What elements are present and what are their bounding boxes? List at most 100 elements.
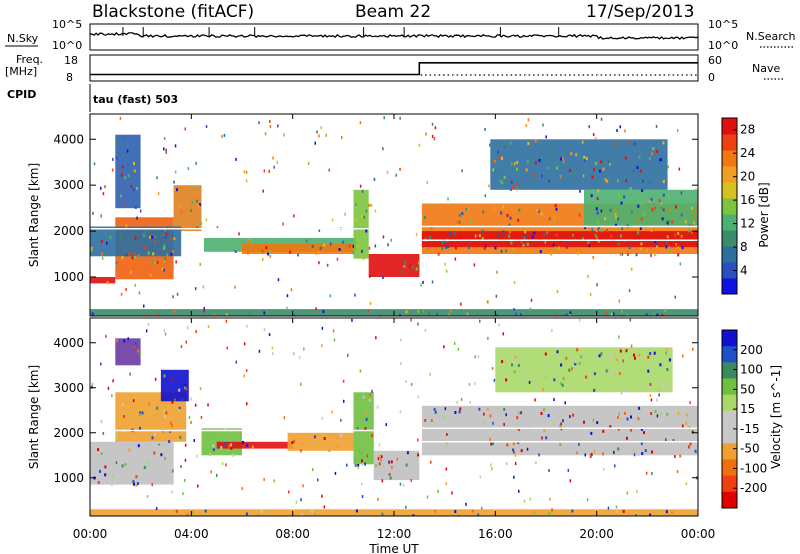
scatter-cell [525, 168, 528, 172]
scatter-cell [415, 233, 418, 237]
scatter-cell [602, 167, 605, 171]
scatter-cell [540, 412, 543, 415]
scatter-cell [361, 214, 363, 218]
scatter-cell [638, 353, 641, 357]
scatter-cell [180, 465, 182, 468]
scatter-cell [382, 235, 385, 239]
colorbar-frame [721, 329, 738, 509]
scatter-cell [465, 502, 467, 506]
scatter-cell [203, 309, 205, 313]
scatter-cell [436, 313, 438, 316]
scatter-cell [625, 436, 628, 440]
colorbar-tick-label: 24 [740, 146, 755, 160]
scatter-cell [548, 469, 550, 473]
velocity-y-tick: 3000 [53, 381, 84, 395]
scatter-cell [269, 250, 272, 254]
scatter-cell [130, 185, 133, 189]
colorbar-segment [722, 394, 737, 412]
power-y-tick: 3000 [53, 178, 84, 192]
scatter-cell [434, 126, 437, 130]
scatter-cell [667, 220, 670, 224]
scatter-cell [666, 368, 669, 371]
scatter-cell [378, 443, 381, 447]
scatter-cell [128, 448, 131, 452]
scatter-cell [406, 451, 409, 455]
scatter-cell [593, 372, 596, 376]
scatter-cell [262, 189, 264, 193]
scatter-cell [562, 377, 565, 380]
scatter-cell [405, 505, 407, 509]
scatter-cell [245, 179, 248, 183]
scatter-cell [549, 497, 551, 501]
scatter-cell [592, 449, 594, 452]
scatter-cell [556, 166, 559, 170]
scatter-cell [513, 475, 515, 479]
scatter-cell [405, 463, 408, 467]
scatter-cell [178, 409, 181, 412]
scatter-cell [374, 209, 377, 213]
scatter-cell [410, 479, 412, 482]
scatter-cell [143, 466, 146, 469]
scatter-cell [172, 295, 174, 299]
scatter-cell [658, 199, 661, 203]
scatter-cell [230, 446, 233, 450]
scatter-cell [311, 244, 314, 248]
scatter-cell [517, 218, 520, 222]
scatter-cell [551, 329, 553, 332]
scatter-cell [618, 335, 620, 339]
scatter-cell [478, 234, 481, 238]
scatter-cell [268, 169, 270, 173]
scatter-cell [147, 461, 150, 465]
scatter-cell [264, 132, 267, 136]
scatter-cell [616, 370, 618, 374]
scatter-cell [200, 221, 203, 225]
scatter-cell [156, 406, 159, 410]
scatter-cell [139, 265, 142, 269]
scatter-cell [661, 407, 664, 411]
scatter-cell [139, 209, 142, 213]
colorbar-segment [722, 346, 737, 363]
scatter-cell [151, 464, 154, 468]
scatter-cell [565, 313, 568, 316]
scatter-cell [133, 255, 136, 259]
scatter-cell [293, 352, 295, 356]
scatter-cell [587, 274, 589, 278]
scatter-cell [479, 319, 481, 323]
scatter-cell [617, 217, 619, 221]
scatter-cell [173, 398, 176, 402]
scatter-cell [90, 248, 93, 252]
scatter-cell [610, 371, 613, 375]
scatter-cell [665, 245, 668, 249]
scatter-cell [665, 220, 668, 224]
colorbar-segment [722, 246, 737, 263]
scatter-cell [115, 461, 118, 465]
scatter-cell [290, 288, 293, 292]
scatter-cell [639, 227, 642, 231]
scatter-cell [582, 237, 585, 241]
freq-line [90, 62, 698, 76]
scatter-cell [379, 454, 381, 458]
scatter-cell [173, 237, 176, 241]
scatter-cell [123, 201, 126, 205]
scatter-cell [359, 121, 362, 125]
scatter-cell [666, 348, 668, 351]
scatter-cell [544, 376, 547, 379]
scatter-band [160, 369, 189, 402]
scatter-cell [118, 230, 121, 234]
scatter-cell [163, 147, 165, 151]
colorbar-tick-label: 28 [740, 123, 755, 137]
scatter-cell [171, 490, 173, 494]
scatter-cell [180, 345, 183, 349]
scatter-cell [212, 448, 215, 452]
scatter-cell [358, 448, 361, 452]
scatter-cell [652, 147, 655, 151]
scatter-cell [157, 192, 160, 196]
scatter-cell [145, 329, 148, 333]
scatter-cell [691, 230, 693, 234]
scatter-cell [532, 173, 535, 177]
scatter-cell [417, 453, 420, 457]
scatter-cell [417, 438, 419, 442]
scatter-cell [152, 259, 154, 263]
scatter-cell [91, 385, 93, 389]
scatter-cell [596, 236, 598, 240]
